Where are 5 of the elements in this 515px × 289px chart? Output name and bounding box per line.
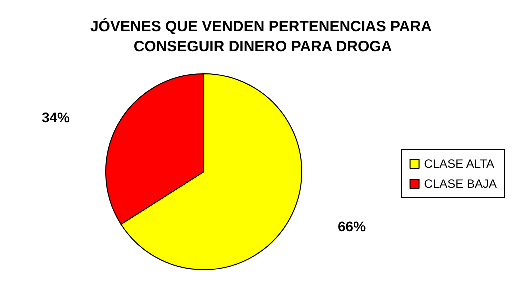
chart-title: JÓVENES QUE VENDEN PERTENENCIAS PARA CONSEGUIR DINERO PARA DROGA — [90, 18, 436, 56]
data-label: 34% — [42, 110, 71, 126]
legend-label: CLASE ALTA — [424, 157, 495, 171]
data-label: 66% — [338, 218, 367, 234]
legend-label: CLASE BAJA — [424, 177, 498, 191]
